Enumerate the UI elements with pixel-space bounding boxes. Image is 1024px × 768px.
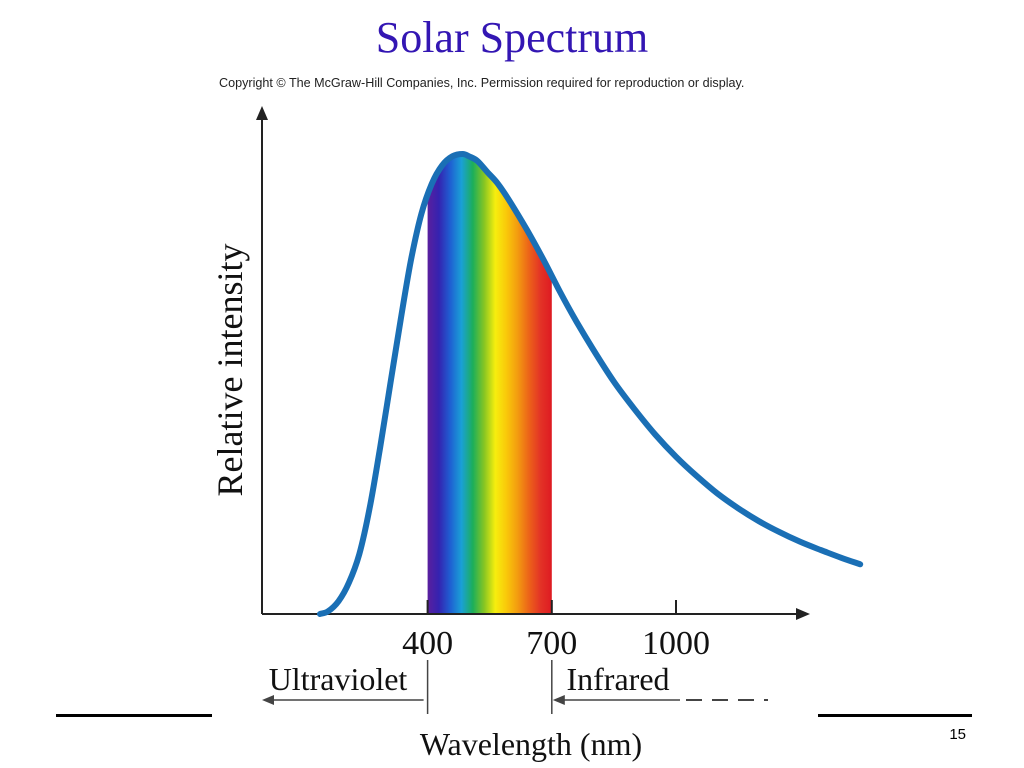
x-tick-label-1000: 1000 xyxy=(642,625,710,662)
copyright-notice: Copyright © The McGraw-Hill Companies, I… xyxy=(219,76,745,90)
page-number: 15 xyxy=(949,726,966,743)
x-axis-arrowhead xyxy=(796,608,810,620)
footer-line-right xyxy=(818,714,972,717)
x-axis-label: Wavelength (nm) xyxy=(420,726,642,762)
visible-spectrum-band xyxy=(427,154,552,614)
y-axis-arrowhead xyxy=(256,106,268,120)
slide-title: Solar Spectrum xyxy=(375,13,649,62)
infrared-arrowhead xyxy=(552,695,565,705)
footer-line-left xyxy=(56,714,212,717)
ultraviolet-label: Ultraviolet xyxy=(269,661,408,697)
ultraviolet-arrowhead xyxy=(262,695,274,705)
x-tick-label-400: 400 xyxy=(402,625,453,662)
x-tick-label-700: 700 xyxy=(526,625,577,662)
spectrum-curve xyxy=(317,150,864,617)
y-axis-label: Relative intensity xyxy=(210,244,250,497)
infrared-label: Infrared xyxy=(566,661,669,697)
